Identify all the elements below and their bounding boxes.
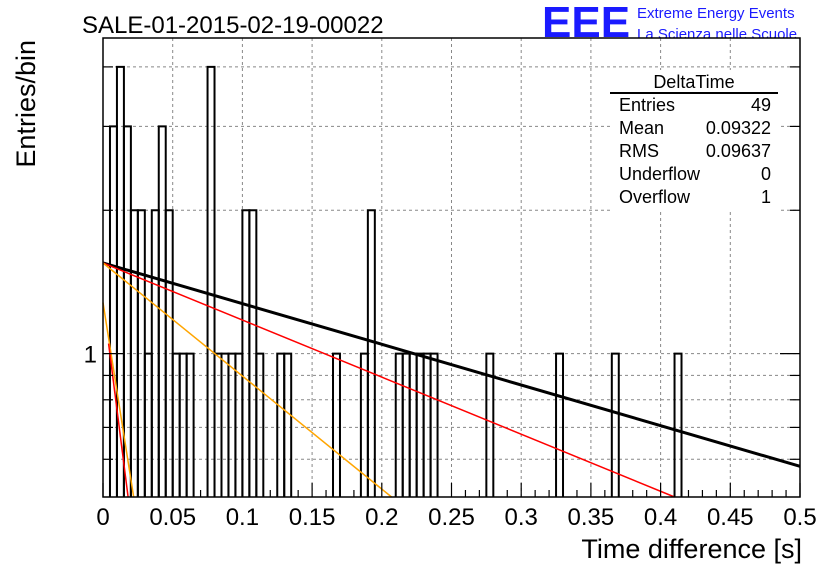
stats-title: DeltaTime	[653, 72, 734, 92]
x-tick-label: 0.25	[428, 504, 475, 531]
stats-label: Entries	[619, 95, 675, 115]
fit-line-5	[107, 343, 129, 498]
x-tick-label: 0.15	[289, 504, 336, 531]
stats-label: Mean	[619, 118, 664, 138]
histogram-bin	[555, 352, 565, 497]
fit-line-4	[102, 302, 135, 498]
x-tick-labels: 0 0.05 0.1 0.15 0.2 0.25 0.3 0.35 0.4 0.45 0.5	[96, 504, 816, 531]
x-tick-label: 0.4	[644, 504, 677, 531]
histogram-bars	[108, 65, 683, 497]
stats-value: 0.09637	[706, 141, 771, 161]
stats-label: Overflow	[619, 187, 691, 207]
x-tick-label: 0.5	[783, 504, 816, 531]
histogram-bin	[185, 352, 195, 497]
x-tick-label: 0.05	[149, 504, 196, 531]
x-tick-label: 0.45	[707, 504, 754, 531]
histogram-bin	[429, 352, 439, 497]
x-tick-label: 0.2	[365, 504, 398, 531]
x-axis-title: Time difference [s]	[581, 534, 802, 564]
histogram-bin	[206, 65, 216, 497]
stats-label: Underflow	[619, 164, 701, 184]
x-tick-label: 0.35	[568, 504, 615, 531]
stats-value: 0	[761, 164, 771, 184]
x-tick-label: 0.1	[226, 504, 259, 531]
histogram-bin	[610, 352, 620, 497]
x-tick-label: 0	[96, 504, 109, 531]
histogram-bin	[255, 352, 265, 497]
fit-line-1	[102, 261, 801, 468]
histogram-bin	[283, 352, 293, 497]
axis-ticks	[102, 66, 801, 497]
stats-value: 0.09322	[706, 118, 771, 138]
histogram-bin	[366, 209, 376, 497]
stats-box: DeltaTime Entries 49 Mean 0.09322 RMS 0.09637…	[610, 70, 778, 212]
y-axis-title: Entries/bin	[11, 40, 41, 168]
histogram-bin	[673, 352, 683, 497]
y-tick-labels: 1	[84, 342, 97, 369]
run-title: SALE-01-2015-02-19-00022	[82, 12, 384, 39]
fit-line-3	[102, 262, 393, 498]
stats-value: 1	[761, 187, 771, 207]
histogram-bin	[332, 352, 341, 497]
y-tick-label: 1	[84, 342, 97, 369]
logo-subtitle-line1: Extreme Energy Events	[637, 5, 795, 22]
stats-value: 49	[751, 95, 771, 115]
fit-line-2	[102, 262, 675, 498]
histogram-bin	[485, 352, 495, 497]
stats-label: RMS	[619, 141, 659, 161]
x-tick-label: 0.3	[505, 504, 538, 531]
fit-lines	[102, 261, 801, 498]
